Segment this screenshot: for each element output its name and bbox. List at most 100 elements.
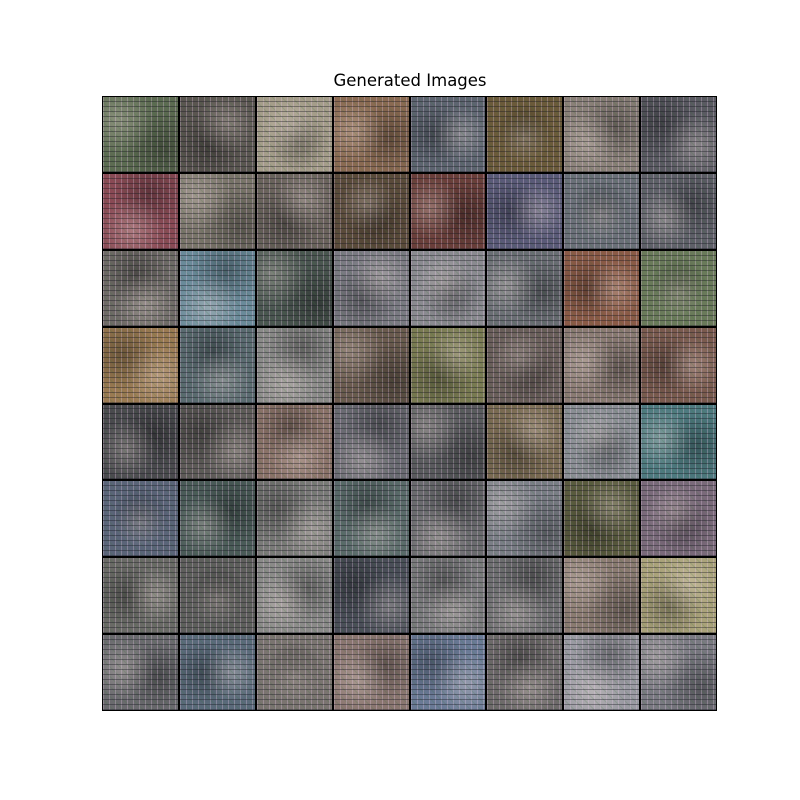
generated-image-tile	[256, 97, 332, 172]
generated-image-tile	[487, 635, 563, 710]
generated-image-tile	[410, 481, 486, 557]
generated-image-tile	[487, 250, 563, 326]
tile-noise-texture	[410, 250, 486, 326]
tile-noise-texture	[103, 97, 178, 172]
generated-image-tile	[564, 404, 640, 480]
tile-noise-texture	[256, 558, 332, 634]
tile-noise-texture	[641, 481, 716, 557]
generated-image-tile	[103, 558, 178, 634]
tile-noise-texture	[333, 250, 409, 326]
generated-image-tile	[179, 481, 255, 557]
tile-noise-texture	[410, 97, 486, 172]
generated-image-tile	[410, 97, 486, 172]
generated-image-tile	[641, 173, 716, 249]
generated-image-tile	[333, 635, 409, 710]
tile-noise-texture	[487, 327, 563, 403]
tile-noise-texture	[256, 250, 332, 326]
generated-image-tile	[564, 327, 640, 403]
tile-noise-texture	[410, 173, 486, 249]
generated-image-tile	[641, 481, 716, 557]
generated-image-tile	[103, 404, 178, 480]
tile-noise-texture	[641, 404, 716, 480]
generated-image-tile	[487, 481, 563, 557]
generated-image-tile	[333, 558, 409, 634]
tile-noise-texture	[333, 481, 409, 557]
generated-image-tile	[487, 558, 563, 634]
tile-noise-texture	[410, 327, 486, 403]
generated-image-tile	[103, 250, 178, 326]
tile-noise-texture	[256, 404, 332, 480]
figure-title: Generated Images	[333, 71, 487, 90]
tile-noise-texture	[179, 558, 255, 634]
tile-noise-texture	[564, 481, 640, 557]
generated-image-tile	[333, 481, 409, 557]
generated-image-tile	[333, 250, 409, 326]
tile-noise-texture	[564, 250, 640, 326]
tile-noise-texture	[179, 250, 255, 326]
generated-image-tile	[256, 558, 332, 634]
tile-noise-texture	[179, 635, 255, 710]
generated-image-tile	[256, 250, 332, 326]
tile-noise-texture	[333, 173, 409, 249]
tile-noise-texture	[256, 635, 332, 710]
tile-noise-texture	[103, 250, 178, 326]
tile-noise-texture	[410, 558, 486, 634]
tile-noise-texture	[333, 97, 409, 172]
tile-noise-texture	[641, 558, 716, 634]
tile-noise-texture	[103, 404, 178, 480]
generated-image-tile	[103, 635, 178, 710]
generated-image-tile	[179, 558, 255, 634]
generated-image-tile	[487, 327, 563, 403]
tile-noise-texture	[103, 481, 178, 557]
generated-image-tile	[564, 481, 640, 557]
generated-image-tile	[256, 481, 332, 557]
tile-noise-texture	[103, 173, 178, 249]
tile-noise-texture	[410, 404, 486, 480]
tile-noise-texture	[333, 558, 409, 634]
generated-image-tile	[487, 97, 563, 172]
tile-noise-texture	[179, 481, 255, 557]
generated-image-tile	[564, 558, 640, 634]
tile-noise-texture	[487, 404, 563, 480]
tile-noise-texture	[179, 97, 255, 172]
generated-image-tile	[333, 97, 409, 172]
tile-noise-texture	[410, 481, 486, 557]
tile-noise-texture	[333, 327, 409, 403]
tile-noise-texture	[410, 635, 486, 710]
generated-image-tile	[641, 97, 716, 172]
tile-noise-texture	[641, 250, 716, 326]
tile-noise-texture	[179, 173, 255, 249]
generated-image-tile	[179, 635, 255, 710]
tile-noise-texture	[564, 327, 640, 403]
generated-image-tile	[410, 173, 486, 249]
tile-noise-texture	[256, 481, 332, 557]
tile-noise-texture	[641, 327, 716, 403]
generated-image-tile	[103, 173, 178, 249]
generated-image-tile	[564, 635, 640, 710]
tile-noise-texture	[333, 404, 409, 480]
generated-image-tile	[179, 97, 255, 172]
tile-noise-texture	[103, 635, 178, 710]
tile-noise-texture	[179, 404, 255, 480]
tile-noise-texture	[487, 635, 563, 710]
generated-image-tile	[487, 404, 563, 480]
generated-image-tile	[641, 558, 716, 634]
generated-image-tile	[410, 250, 486, 326]
tile-noise-texture	[256, 327, 332, 403]
tile-noise-texture	[487, 481, 563, 557]
generated-image-tile	[179, 404, 255, 480]
generated-image-tile	[641, 250, 716, 326]
tile-noise-texture	[179, 327, 255, 403]
generated-image-tile	[103, 97, 178, 172]
generated-image-tile	[103, 481, 178, 557]
tile-noise-texture	[564, 173, 640, 249]
generated-image-tile	[564, 250, 640, 326]
generated-image-tile	[333, 327, 409, 403]
tile-noise-texture	[564, 558, 640, 634]
tile-noise-texture	[256, 97, 332, 172]
tile-noise-texture	[564, 635, 640, 710]
generated-image-tile	[564, 173, 640, 249]
generated-image-tile	[256, 327, 332, 403]
generated-image-tile	[410, 404, 486, 480]
generated-image-tile	[333, 404, 409, 480]
